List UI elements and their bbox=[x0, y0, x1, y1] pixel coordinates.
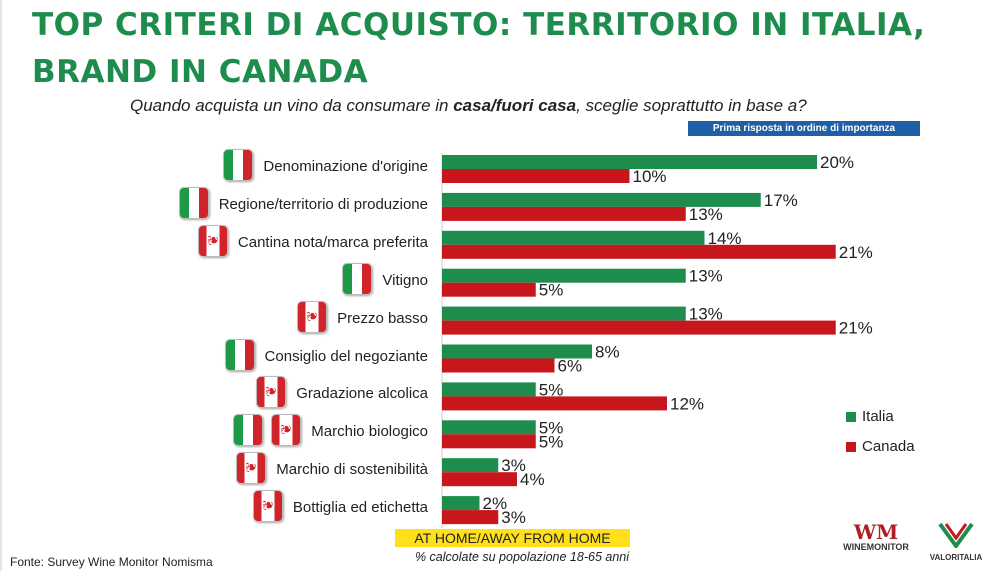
value-label-italia-4: 13% bbox=[689, 305, 723, 324]
bar-canada-5 bbox=[442, 358, 555, 373]
value-label-italia-5: 8% bbox=[595, 343, 620, 362]
home-away-label: AT HOME/AWAY FROM HOME bbox=[395, 529, 630, 547]
value-label-italia-2: 14% bbox=[708, 229, 742, 248]
winemonitor-mark-icon: WM bbox=[853, 520, 899, 544]
bar-italia-3 bbox=[442, 268, 686, 283]
italy-flag-icon bbox=[342, 262, 373, 295]
bar-canada-1 bbox=[442, 206, 686, 221]
value-label-canada-2: 21% bbox=[839, 243, 873, 262]
bar-italia-0 bbox=[442, 155, 817, 169]
bar-canada-8 bbox=[442, 472, 517, 487]
legend-canada-swatch bbox=[846, 442, 856, 453]
subtitle-pre: Quando acquista un vino da consumare in bbox=[130, 96, 454, 115]
category-label-4: Prezzo basso bbox=[337, 309, 428, 327]
italy-flag-icon bbox=[224, 338, 255, 371]
value-label-italia-1: 17% bbox=[764, 191, 798, 210]
value-label-canada-7: 5% bbox=[539, 432, 564, 451]
left-edge-divider bbox=[0, 0, 2, 571]
population-note: % calcolate su popolazione 18-65 anni bbox=[414, 550, 630, 564]
legend-italia: Italia bbox=[846, 408, 894, 425]
category-label-8: Marchio di sostenibilità bbox=[276, 461, 428, 479]
bar-canada-2 bbox=[442, 244, 836, 259]
bar-canada-9 bbox=[442, 510, 499, 525]
category-label-5: Consiglio del negoziante bbox=[264, 347, 428, 365]
winemonitor-logo: WM WINEMONITOR bbox=[842, 522, 910, 552]
bar-canada-4 bbox=[442, 320, 836, 335]
legend-italia-swatch bbox=[846, 412, 856, 423]
winemonitor-logo-text: WINEMONITOR bbox=[843, 542, 909, 552]
subtitle-bold: casa/fuori casa bbox=[453, 96, 577, 115]
category-label-9: Bottiglia ed etichetta bbox=[292, 499, 428, 517]
value-label-canada-1: 13% bbox=[689, 205, 723, 224]
canada-flag-icon bbox=[236, 452, 267, 485]
value-label-canada-6: 12% bbox=[670, 394, 704, 413]
subtitle-post: , sceglie soprattutto in base a? bbox=[576, 96, 807, 115]
canada-flag-icon bbox=[252, 490, 283, 523]
legend-canada-label: Canada bbox=[862, 438, 915, 455]
question-subtitle: Quando acquista un vino da consumare in … bbox=[130, 96, 910, 116]
title-line-2: BRAND IN CANADA bbox=[32, 54, 369, 90]
value-label-canada-5: 6% bbox=[558, 357, 583, 376]
bar-italia-6 bbox=[442, 382, 536, 397]
source-note: Fonte: Survey Wine Monitor Nomisma bbox=[10, 555, 213, 569]
bar-canada-3 bbox=[442, 282, 536, 297]
value-label-italia-8: 3% bbox=[501, 456, 526, 475]
value-label-canada-8: 4% bbox=[520, 470, 545, 489]
bar-italia-5 bbox=[442, 344, 592, 359]
canada-flag-icon bbox=[256, 376, 287, 409]
canada-flag-icon bbox=[197, 224, 228, 257]
ranking-badge: Prima risposta in ordine di importanza bbox=[688, 121, 920, 136]
category-label-3: Vitigno bbox=[382, 271, 428, 289]
category-label-2: Cantina nota/marca preferita bbox=[237, 233, 428, 251]
value-label-italia-6: 5% bbox=[539, 380, 564, 399]
value-label-canada-0: 10% bbox=[633, 167, 667, 186]
valoritalia-logo: VALORITALIA bbox=[928, 520, 984, 562]
canada-flag-icon bbox=[271, 414, 302, 447]
value-label-italia-3: 13% bbox=[689, 267, 723, 286]
bar-italia-8 bbox=[442, 458, 499, 473]
category-label-7: Marchio biologico bbox=[311, 423, 428, 441]
value-label-italia-0: 20% bbox=[820, 153, 854, 172]
category-label-1: Regione/territorio di produzione bbox=[218, 195, 428, 213]
italy-flag-icon bbox=[178, 186, 209, 219]
page-title: TOP CRITERI DI ACQUISTO: TERRITORIO IN I… bbox=[32, 2, 972, 96]
legend-italia-label: Italia bbox=[862, 408, 894, 425]
value-label-canada-9: 3% bbox=[501, 508, 526, 527]
category-label-6: Gradazione alcolica bbox=[296, 385, 428, 403]
bar-italia-1 bbox=[442, 192, 761, 207]
italy-flag-icon bbox=[223, 149, 254, 181]
bar-canada-7 bbox=[442, 434, 536, 449]
bar-italia-7 bbox=[442, 420, 536, 435]
bar-canada-0 bbox=[442, 169, 630, 183]
value-label-italia-9: 2% bbox=[483, 494, 508, 513]
italy-flag-icon bbox=[233, 414, 264, 447]
valoritalia-mark-icon bbox=[938, 522, 974, 550]
value-label-canada-4: 21% bbox=[839, 319, 873, 338]
valoritalia-logo-text: VALORITALIA bbox=[929, 553, 983, 562]
title-line-1: TOP CRITERI DI ACQUISTO: TERRITORIO IN I… bbox=[32, 7, 926, 43]
category-label-0: Denominazione d'origine bbox=[263, 158, 428, 175]
value-label-canada-3: 5% bbox=[539, 281, 564, 300]
bar-italia-2 bbox=[442, 230, 705, 245]
bar-italia-9 bbox=[442, 496, 480, 511]
bar-canada-6 bbox=[442, 396, 667, 411]
bar-italia-4 bbox=[442, 306, 686, 321]
value-label-italia-7: 5% bbox=[539, 418, 564, 437]
legend-canada: Canada bbox=[846, 438, 915, 455]
canada-flag-icon bbox=[297, 300, 328, 333]
